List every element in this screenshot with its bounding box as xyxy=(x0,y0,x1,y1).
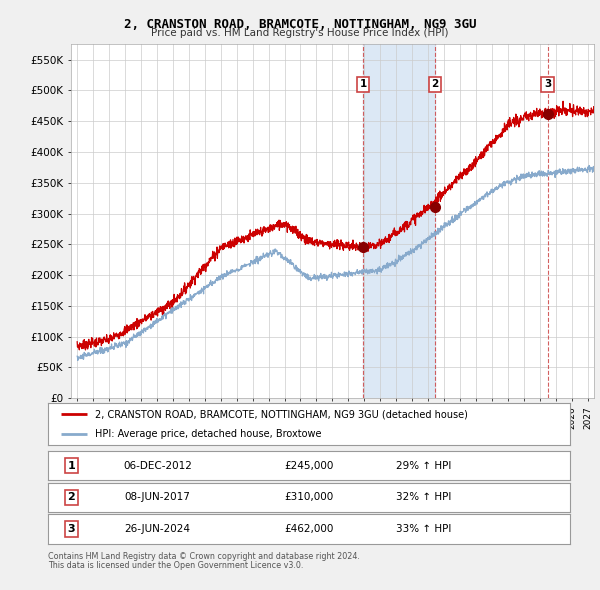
Text: 32% ↑ HPI: 32% ↑ HPI xyxy=(396,493,452,502)
Text: 26-JUN-2024: 26-JUN-2024 xyxy=(125,525,191,534)
Text: £310,000: £310,000 xyxy=(284,493,334,502)
Text: 3: 3 xyxy=(68,525,76,534)
Text: 29% ↑ HPI: 29% ↑ HPI xyxy=(396,461,452,470)
Text: 06-DEC-2012: 06-DEC-2012 xyxy=(123,461,192,470)
Text: Price paid vs. HM Land Registry's House Price Index (HPI): Price paid vs. HM Land Registry's House … xyxy=(151,28,449,38)
Text: 08-JUN-2017: 08-JUN-2017 xyxy=(125,493,191,502)
Text: 33% ↑ HPI: 33% ↑ HPI xyxy=(396,525,452,534)
Text: HPI: Average price, detached house, Broxtowe: HPI: Average price, detached house, Brox… xyxy=(95,429,322,439)
Text: 1: 1 xyxy=(359,79,367,89)
Text: 2: 2 xyxy=(68,493,76,502)
Text: 2, CRANSTON ROAD, BRAMCOTE, NOTTINGHAM, NG9 3GU: 2, CRANSTON ROAD, BRAMCOTE, NOTTINGHAM, … xyxy=(124,18,476,31)
Text: Contains HM Land Registry data © Crown copyright and database right 2024.: Contains HM Land Registry data © Crown c… xyxy=(48,552,360,561)
Text: 2, CRANSTON ROAD, BRAMCOTE, NOTTINGHAM, NG9 3GU (detached house): 2, CRANSTON ROAD, BRAMCOTE, NOTTINGHAM, … xyxy=(95,409,468,419)
Bar xyxy=(363,44,435,398)
Text: 1: 1 xyxy=(68,461,76,470)
Text: This data is licensed under the Open Government Licence v3.0.: This data is licensed under the Open Gov… xyxy=(48,560,304,569)
Text: £245,000: £245,000 xyxy=(284,461,334,470)
Text: 3: 3 xyxy=(544,79,551,89)
Text: £462,000: £462,000 xyxy=(284,525,334,534)
Text: 2: 2 xyxy=(431,79,439,89)
